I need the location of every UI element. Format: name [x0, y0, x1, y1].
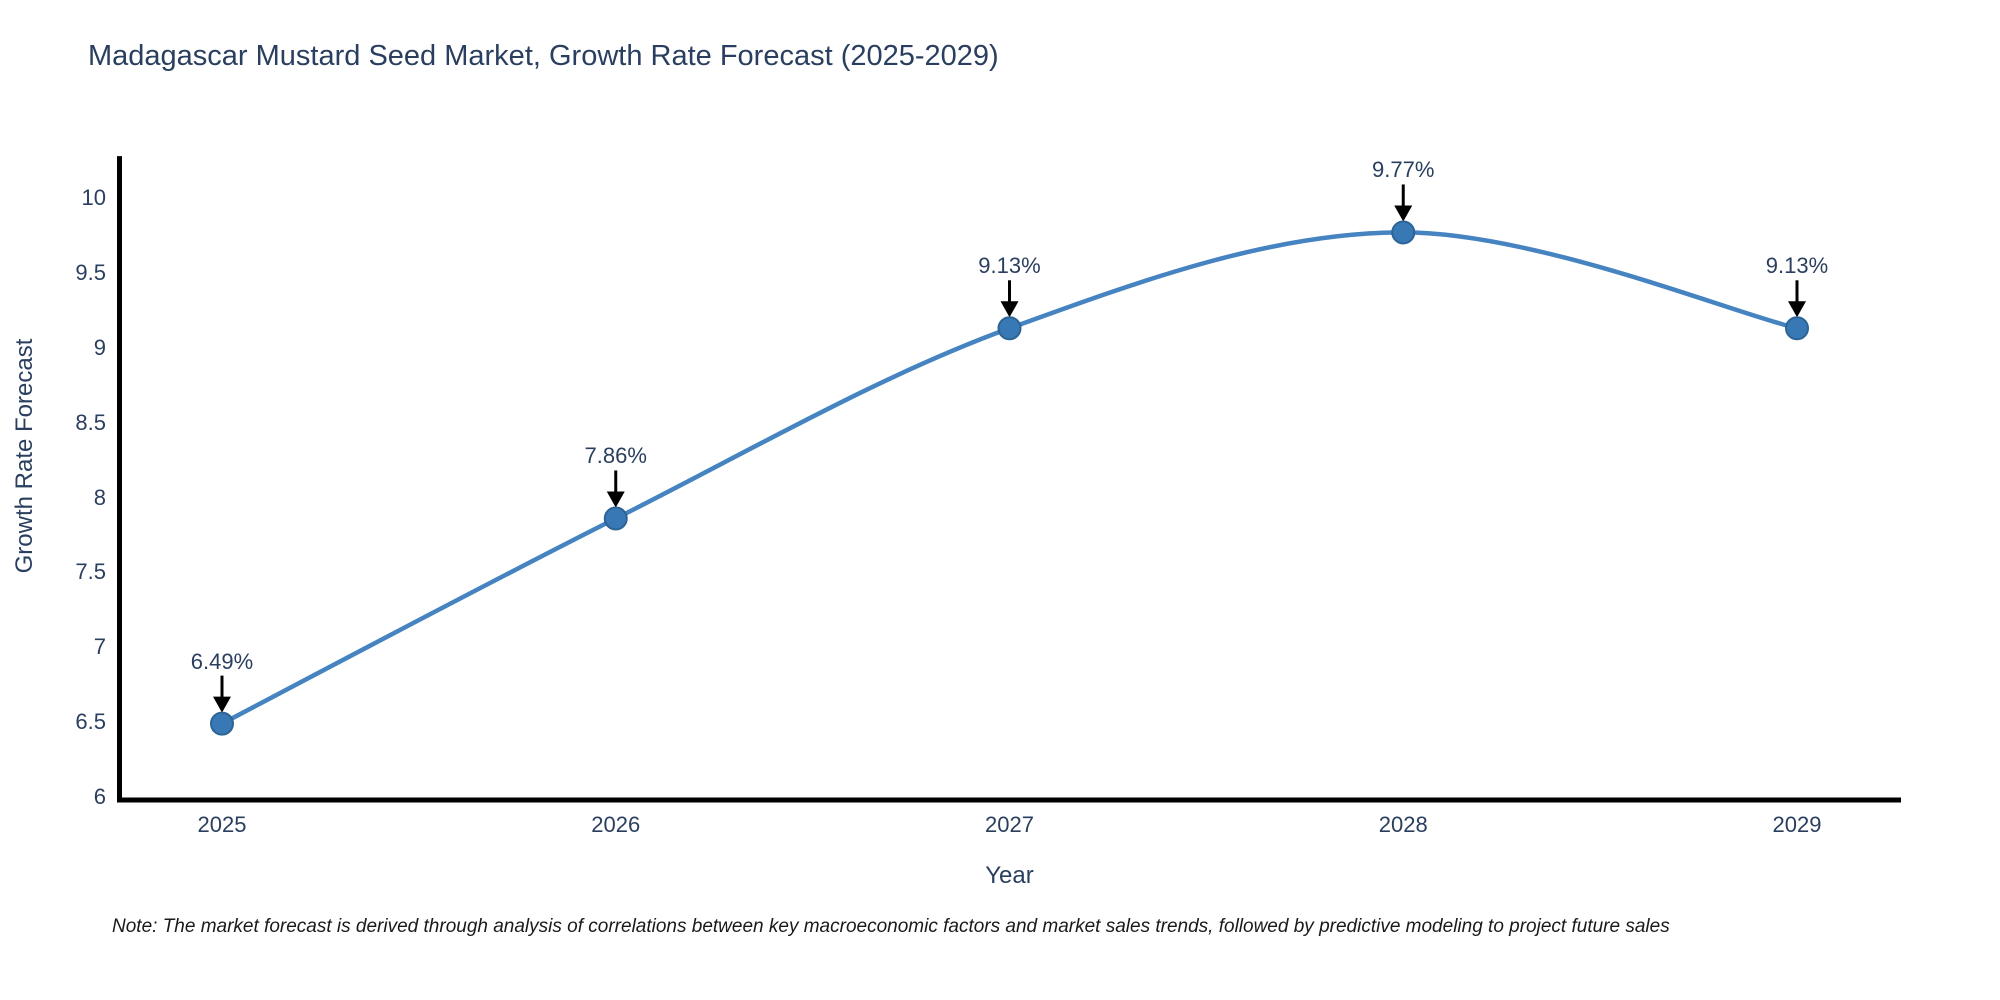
- annotation-arrowhead: [213, 696, 231, 713]
- annotation-label: 9.77%: [1372, 157, 1435, 183]
- x-tick-label: 2027: [985, 812, 1034, 837]
- annotation-arrowhead: [1788, 301, 1806, 318]
- y-tick-label: 8: [93, 484, 106, 510]
- data-point-marker[interactable]: [997, 316, 1022, 341]
- y-tick-label: 6.5: [75, 709, 106, 735]
- y-tick-label: 7.5: [75, 559, 106, 585]
- annotation-label: 6.49%: [190, 648, 254, 674]
- y-tick-label: 9: [93, 334, 106, 360]
- x-tick-label: 2029: [1772, 812, 1822, 837]
- footnote: Note: The market forecast is derived thr…: [112, 916, 1670, 937]
- y-tick-label: 8.5: [75, 409, 106, 435]
- annotation-arrowhead: [1394, 205, 1413, 222]
- chart-title: Madagascar Mustard Seed Market, Growth R…: [88, 40, 999, 72]
- annotation-label: 9.13%: [1765, 253, 1829, 279]
- annotation-label: 7.86%: [584, 443, 647, 469]
- annotation-arrowhead: [1000, 301, 1019, 318]
- x-tick-label: 2025: [197, 812, 247, 837]
- y-tick-label: 7: [93, 634, 106, 660]
- y-tick-label: 6: [93, 784, 106, 809]
- data-point-marker[interactable]: [1391, 220, 1416, 245]
- data-point-marker[interactable]: [1785, 316, 1809, 341]
- annotation-arrowhead: [606, 491, 625, 508]
- data-point-marker[interactable]: [210, 711, 234, 736]
- annotation-label: 9.13%: [978, 253, 1041, 279]
- x-tick-label: 2026: [591, 812, 641, 837]
- x-tick-label: 2028: [1378, 812, 1428, 837]
- y-tick-label: 9.5: [75, 259, 106, 285]
- x-axis-title: Year: [985, 862, 1034, 889]
- y-tick-label: 10: [81, 185, 106, 210]
- data-point-marker[interactable]: [603, 506, 628, 531]
